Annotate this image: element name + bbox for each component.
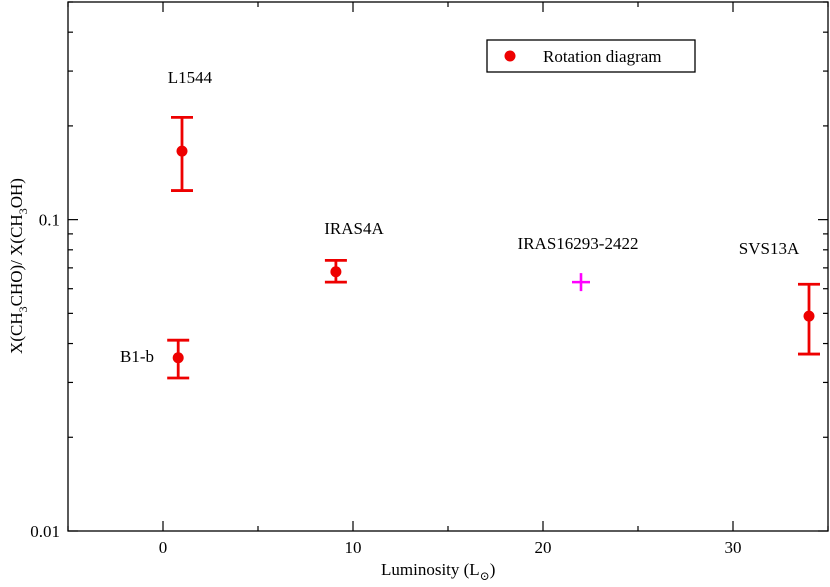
x-axis-title: Luminosity (L⊙) [381, 560, 495, 583]
legend: Rotation diagram [486, 39, 696, 73]
y-axis-ticks: 0.01 0.1 [30, 1, 828, 541]
x-axis-ticks: 0 10 20 30 [67, 2, 829, 557]
x-tick-label: 10 [345, 538, 362, 557]
point-label: B1-b [120, 347, 154, 366]
y-tick-label: 0.01 [30, 522, 60, 541]
point-label: IRAS16293-2422 [518, 234, 639, 253]
x-tick-label: 30 [725, 538, 742, 557]
x-tick-label: 20 [535, 538, 552, 557]
data-marks [167, 115, 820, 380]
data-point [803, 310, 815, 322]
point-label: IRAS4A [324, 219, 384, 238]
point-label: SVS13A [739, 239, 800, 258]
x-tick-label: 0 [159, 538, 168, 557]
y-axis-title: X(CH3CHO)/ X(CH3OH) [7, 178, 30, 354]
data-point [172, 352, 184, 364]
legend-marker [504, 50, 516, 62]
y-tick-label: 0.1 [39, 211, 60, 230]
data-point [176, 145, 188, 157]
point-label: L1544 [168, 68, 213, 87]
legend-box [486, 39, 696, 73]
data-point [330, 266, 342, 278]
point-annotations: L1544 B1-b IRAS4A SVS13A IRAS16293-2422 [120, 68, 800, 366]
legend-label: Rotation diagram [543, 47, 662, 66]
